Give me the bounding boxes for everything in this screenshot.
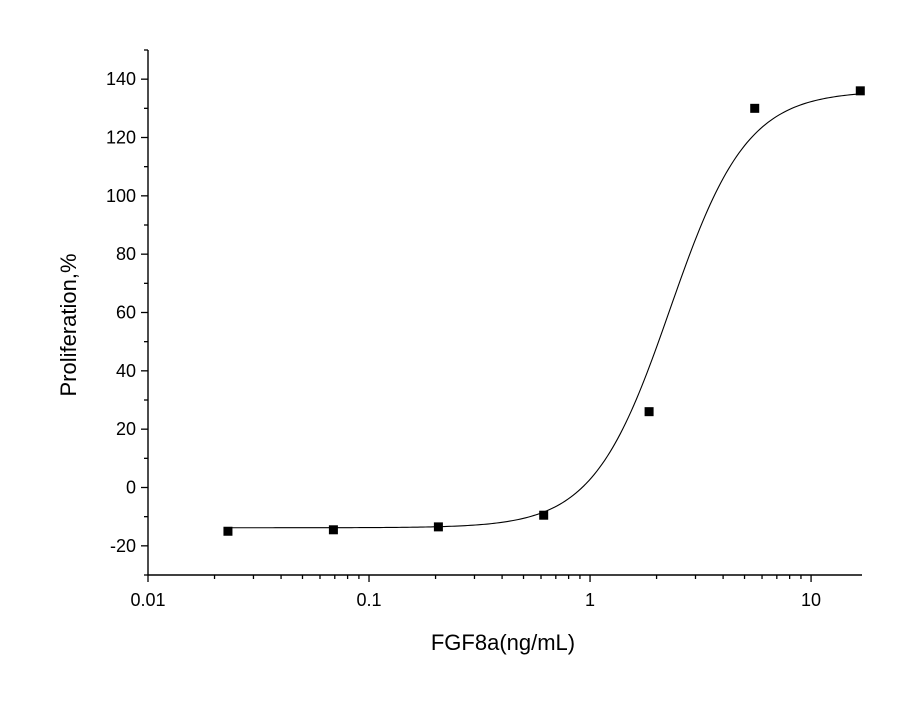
x-axis-ticks: 0.01 0.1 1 10 xyxy=(130,575,821,610)
y-tick-label: 100 xyxy=(106,186,136,206)
y-tick-label: 120 xyxy=(106,128,136,148)
y-axis-title: Proliferation,% xyxy=(56,253,81,396)
y-axis-ticks: -20 0 20 40 60 80 100 120 140 xyxy=(106,49,148,576)
y-tick-label: 20 xyxy=(116,419,136,439)
fit-curve-group xyxy=(227,93,861,529)
data-point xyxy=(223,526,233,536)
y-tick-label: 60 xyxy=(116,303,136,323)
axes xyxy=(147,50,862,576)
fit-curve xyxy=(227,93,861,529)
x-tick-label: 0.01 xyxy=(130,590,165,610)
data-point xyxy=(433,522,443,532)
data-points xyxy=(223,86,865,536)
data-point xyxy=(750,103,760,113)
x-tick-label: 0.1 xyxy=(357,590,382,610)
data-point xyxy=(644,407,654,417)
y-tick-label: -20 xyxy=(110,536,136,556)
data-point xyxy=(855,86,865,96)
data-point xyxy=(539,510,549,520)
x-tick-label: 10 xyxy=(801,590,821,610)
y-tick-label: 80 xyxy=(116,244,136,264)
x-tick-label: 1 xyxy=(585,590,595,610)
y-tick-label: 0 xyxy=(126,478,136,498)
x-axis-title: FGF8a(ng/mL) xyxy=(431,630,575,655)
y-tick-label: 40 xyxy=(116,361,136,381)
data-point xyxy=(328,525,338,535)
y-tick-label: 140 xyxy=(106,69,136,89)
